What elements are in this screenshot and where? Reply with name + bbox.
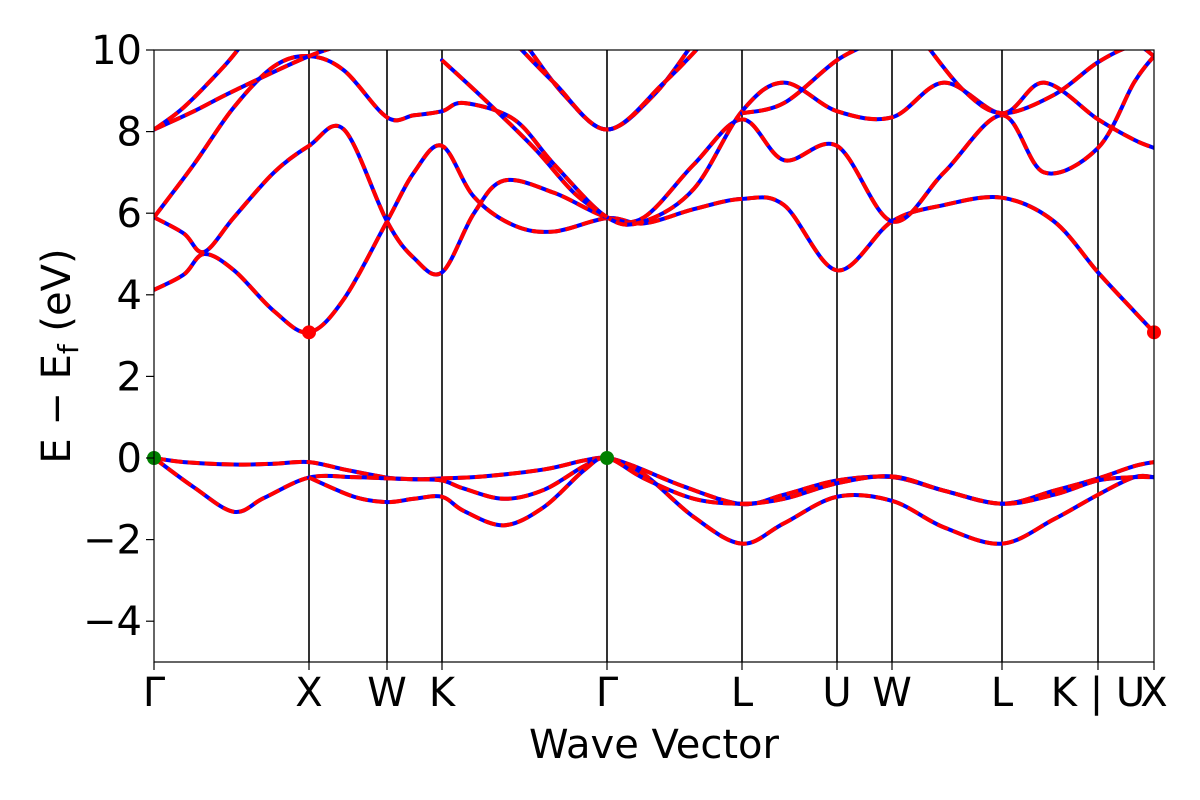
y-tick-label-0: 10 [91, 28, 142, 74]
x-tick-label-2: W [367, 670, 407, 716]
band-conduction-7-line [527, 50, 691, 132]
x-tick-label-3: K [429, 670, 457, 716]
y-axis-label-main: E − E [34, 354, 80, 464]
band-valence-3-line [307, 455, 1154, 528]
x-tick-label-5: L [731, 670, 754, 716]
band-conduction-7-dashed [527, 50, 691, 132]
y-axis-ticks: 10 8 6 4 2 0 −2 −4 [83, 28, 154, 645]
band-conduction-2-dashed [154, 54, 1154, 277]
band-conduction-4-dashed [154, 50, 333, 132]
y-axis-label: E − Ef (eV) [34, 248, 85, 463]
plot-frame [153, 49, 1155, 663]
y-tick-label-7: −4 [83, 599, 142, 645]
band-conduction-9-dashed [741, 50, 861, 116]
marker-cbm-1 [302, 325, 316, 340]
band-valence-2-line [154, 455, 1154, 546]
x-tick-label-10: X [1140, 670, 1167, 716]
x-tick-label-8: L [991, 670, 1014, 716]
y-tick-label-5: 0 [117, 436, 142, 482]
high-symmetry-lines [308, 50, 1099, 662]
x-tick-label-0: Γ [143, 670, 166, 716]
band-conduction-5-line [154, 50, 241, 132]
x-tick-label-4: Γ [596, 670, 619, 716]
x-tick-label-9: K | U [1051, 670, 1145, 716]
band-conduction-8-dashed [519, 50, 700, 132]
y-tick-label-6: −2 [83, 518, 142, 564]
band-valence-1-dashed [154, 455, 1154, 507]
marker-vbm-2 [600, 451, 614, 465]
band-conduction-8-line [519, 50, 700, 132]
band-conduction-1-dashed [154, 143, 1154, 335]
y-tick-label-2: 6 [117, 191, 142, 237]
band-valence-3-dashed [308, 455, 1154, 528]
y-axis-label-tail: (eV) [34, 248, 80, 344]
x-axis-label: Wave Vector [529, 722, 780, 768]
bands-layer [154, 50, 1154, 546]
band-edge-markers [147, 325, 1161, 465]
band-conduction-6-dashed [440, 58, 609, 219]
y-axis-label-subscript: f [52, 343, 85, 354]
x-tick-label-6: U [822, 670, 851, 716]
x-tick-label-1: X [295, 670, 322, 716]
band-conduction-5-dashed [154, 50, 241, 132]
band-valence-2-dashed [154, 455, 1154, 546]
y-tick-label-1: 8 [117, 110, 142, 156]
y-tick-label-3: 4 [117, 273, 142, 319]
band-conduction-10-dashed [927, 50, 1154, 116]
band-conduction-2-line [154, 54, 1154, 277]
y-tick-label-4: 2 [117, 354, 142, 400]
band-conduction-1-line [154, 143, 1154, 335]
x-tick-label-7: W [872, 670, 912, 716]
